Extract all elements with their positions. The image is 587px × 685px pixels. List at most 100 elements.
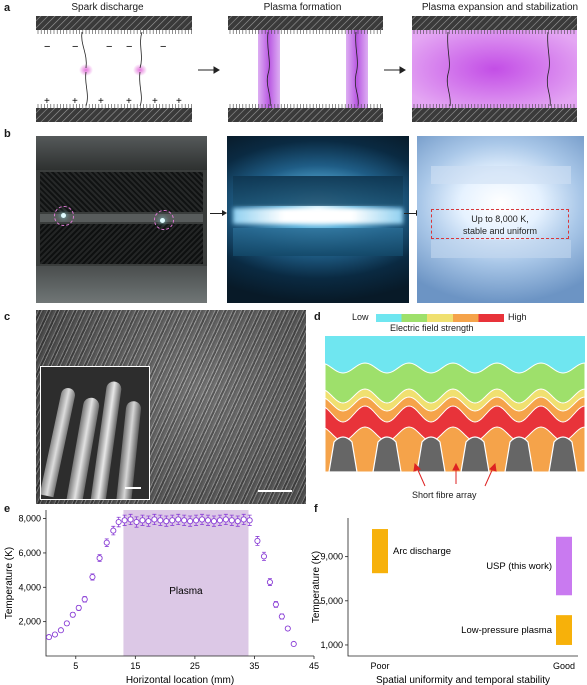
e-data-point [45, 634, 53, 641]
e-data-point [96, 555, 103, 562]
f-bar-label: Low-pressure plasma [461, 625, 553, 636]
plasma-formation-schematic [228, 16, 383, 122]
e-data-point [284, 625, 291, 632]
e-ytick-label: 4,000 [18, 582, 41, 592]
svg-text:+: + [72, 96, 78, 107]
e-ytick-label: 6,000 [18, 548, 41, 558]
field-strength-label: Electric field strength [390, 323, 474, 333]
f-range-bar [556, 536, 572, 596]
panel-a-label: a [4, 2, 11, 14]
e-data-point [246, 517, 253, 524]
arrow-b2 [404, 213, 417, 214]
e-data-point [145, 518, 152, 525]
e-data-point [198, 516, 206, 523]
f-ylabel: Temperature (K) [311, 551, 322, 623]
e-axes [45, 510, 314, 657]
temperature-annotation: Up to 8,000 K, stable and uniform [431, 209, 569, 239]
spark-circle-left [54, 206, 74, 226]
field-low-label: Low [352, 312, 369, 322]
field-gradient-bar [376, 314, 504, 322]
e-data-point [81, 596, 88, 603]
svg-text:+: + [176, 96, 182, 107]
panel-a-title-3: Plasma expansion and stabilization [421, 2, 579, 13]
photo-spark [36, 136, 207, 303]
e-data-point [222, 516, 229, 523]
inset-scale-bar [125, 487, 141, 489]
field-high-label: High [508, 312, 527, 322]
svg-text:+: + [98, 96, 104, 107]
panel-a-title-2: Plasma formation [263, 2, 342, 13]
e-data-point [240, 516, 247, 523]
e-data-point [254, 537, 261, 544]
e-data-point [181, 517, 188, 524]
e-data-point [51, 631, 58, 638]
e-xlabel: Horizontal location (mm) [126, 675, 234, 685]
e-data-point [278, 613, 285, 620]
e-data-point [216, 517, 223, 524]
f-ytick-label: 9,000 [320, 552, 343, 562]
f-range-bar [372, 529, 388, 574]
e-data-point [110, 527, 117, 534]
e-data-point [115, 518, 122, 526]
e-data-point [260, 553, 268, 560]
panel-b-label: b [4, 128, 11, 140]
e-data-point [57, 627, 64, 634]
e-data-point [204, 517, 212, 524]
panel-e-label: e [4, 503, 11, 515]
e-ylabel: Temperature (K) [4, 547, 15, 619]
panel-d-label: d [314, 311, 321, 323]
e-data-point [187, 518, 194, 525]
f-bar-label: USP (this work) [486, 561, 552, 572]
photo-plasma-formation [227, 136, 409, 303]
plasma-expansion-schematic [412, 16, 577, 122]
spark-circle-right [154, 210, 174, 230]
f-ytick-label: 1,000 [320, 640, 343, 650]
e-data-point [169, 517, 176, 524]
e-data-point [69, 611, 76, 618]
e-data-point [89, 573, 96, 581]
e-data-point [175, 516, 182, 523]
e-xtick-label: 35 [249, 661, 259, 671]
field-diagram [325, 336, 585, 487]
panel-a-schematic: − − − − − + + + + + + [36, 16, 577, 122]
f-category-label: Good [553, 661, 575, 671]
e-ytick-label: 2,000 [18, 617, 41, 627]
svg-text:−: − [160, 41, 166, 53]
e-ytick-label: 8,000 [18, 514, 41, 524]
f-axes [347, 518, 578, 657]
f-xlabel: Spatial uniformity and temporal stabilit… [376, 675, 550, 685]
e-xtick-label: 15 [130, 661, 140, 671]
sem-inset [40, 366, 150, 500]
f-category-label: Poor [370, 661, 389, 671]
sem-image [36, 310, 306, 504]
minus-sign: − [44, 41, 50, 53]
e-data-point [133, 518, 140, 526]
plus-sign: + [44, 96, 50, 107]
svg-text:−: − [106, 41, 112, 53]
svg-text:+: + [152, 96, 158, 107]
e-data-point [127, 516, 134, 523]
svg-text:−: − [72, 41, 78, 53]
sem-scale-bar [258, 490, 292, 492]
e-data-point [139, 517, 146, 524]
plasma-band-label: Plasma [169, 586, 203, 597]
panel-f-label: f [314, 503, 318, 515]
e-data-point [103, 539, 110, 546]
arrow-a2 [384, 66, 406, 74]
e-xtick-label: 25 [190, 661, 200, 671]
f-bar-label: Arc discharge [393, 546, 451, 557]
e-xtick-label: 45 [309, 661, 319, 671]
svg-text:−: − [126, 41, 132, 53]
svg-text:+: + [126, 96, 132, 107]
arrow-a1 [198, 66, 220, 74]
fibre-array-label: Short fibre array [412, 490, 477, 500]
e-data-point [63, 620, 70, 627]
e-data-point [163, 518, 170, 525]
f-range-bar [556, 615, 572, 645]
e-data-point [157, 517, 164, 524]
plasma-shaded-region [123, 510, 249, 656]
e-xtick-label: 5 [73, 661, 78, 671]
e-data-point [266, 579, 273, 586]
e-data-point [210, 518, 217, 525]
